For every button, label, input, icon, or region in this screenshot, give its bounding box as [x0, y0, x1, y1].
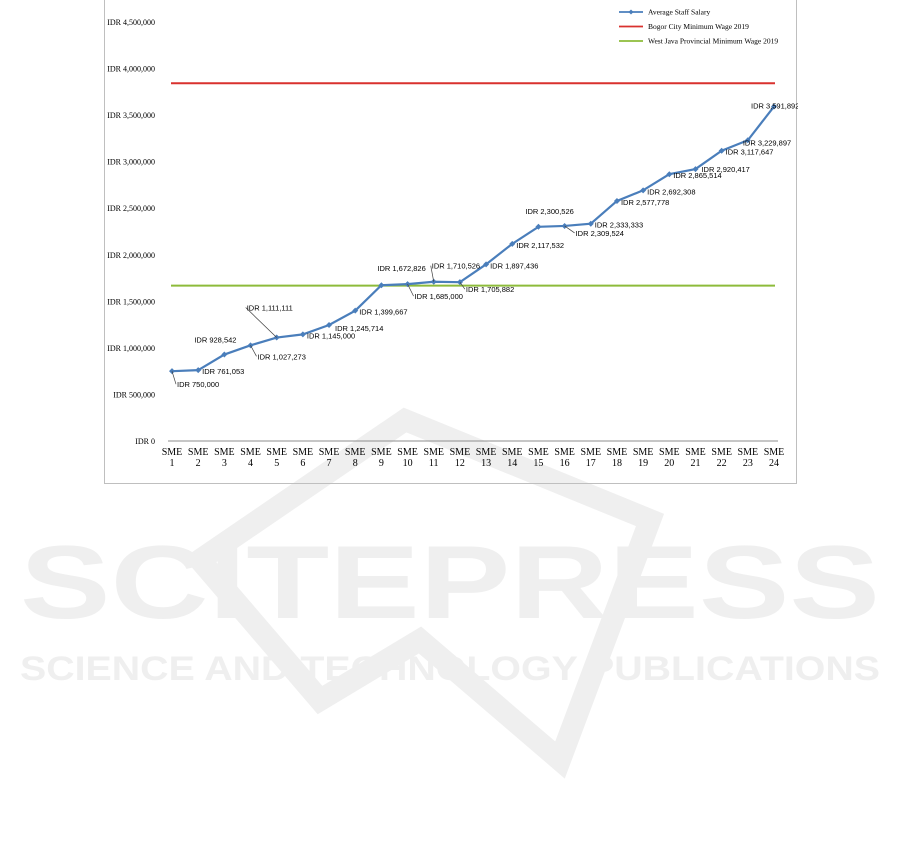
- watermark-logo-shape: [183, 407, 665, 779]
- data-label: IDR 2,309,524: [576, 229, 624, 238]
- data-point: [666, 171, 673, 178]
- x-tick-label: SME 6: [293, 447, 314, 469]
- data-point: [535, 223, 542, 230]
- data-label: IDR 1,672,826: [377, 264, 425, 273]
- data-point: [613, 197, 620, 204]
- data-point: [352, 307, 359, 314]
- data-label: IDR 2,692,308: [647, 187, 695, 196]
- data-label-leader-line: [564, 225, 575, 234]
- watermark-title: SCITEPRESS: [20, 525, 880, 641]
- data-label: IDR 1,705,882: [466, 285, 514, 294]
- x-tick-label: SME 17: [581, 447, 602, 469]
- data-label: IDR 2,117,532: [516, 241, 564, 250]
- data-label: IDR 3,117,647: [726, 148, 774, 157]
- x-tick-label: SME 9: [371, 447, 392, 469]
- data-label: IDR 2,865,514: [673, 171, 721, 180]
- y-tick-label: IDR 3,000,000: [107, 158, 155, 167]
- data-label: IDR 1,111,111: [247, 304, 293, 313]
- x-tick-label: SME 16: [554, 447, 575, 469]
- data-point: [692, 166, 699, 173]
- data-label: IDR 1,710,526: [432, 262, 480, 271]
- y-tick-label: IDR 2,000,000: [107, 251, 155, 260]
- chart-area: IDR 0 IDR 500,000 IDR 1,000,000 IDR 1,500,0…: [104, 0, 798, 484]
- x-tick-label: SME 12: [450, 447, 471, 469]
- y-tick-label: IDR 500,000: [113, 390, 155, 399]
- y-tick-label: IDR 0: [135, 437, 155, 446]
- y-tick-label: IDR 1,000,000: [107, 344, 155, 353]
- data-label: IDR 2,920,417: [701, 165, 749, 174]
- data-label-leader-line: [459, 281, 466, 290]
- x-tick-label: SME 19: [633, 447, 654, 469]
- data-point: [483, 261, 490, 268]
- x-tick-label: SME 13: [476, 447, 497, 469]
- y-tick-label: IDR 4,000,000: [107, 65, 155, 74]
- x-tick-label: SME 21: [685, 447, 706, 469]
- legend-entry: Average Staff Salary: [648, 8, 710, 17]
- x-tick-label: SME 24: [764, 447, 785, 469]
- x-tick-label: SME 5: [266, 447, 287, 469]
- data-label: IDR 1,145,000: [307, 331, 355, 340]
- data-label: IDR 2,300,526: [525, 207, 573, 216]
- data-label: IDR 928,542: [194, 336, 236, 345]
- x-tick-label: SME 23: [738, 447, 759, 469]
- data-label: IDR 2,333,333: [595, 221, 643, 230]
- x-tick-label: SME 22: [711, 447, 732, 469]
- line-chart: IDR 0 IDR 500,000 IDR 1,000,000 IDR 1,500,0…: [107, 8, 798, 470]
- data-point: [509, 240, 516, 247]
- data-point: [326, 322, 333, 329]
- data-label-leader-line: [171, 371, 177, 385]
- data-label: IDR 1,027,273: [258, 352, 306, 361]
- data-point: [221, 351, 228, 358]
- data-label: IDR 750,000: [177, 380, 219, 389]
- x-tick-label: SME 1: [162, 447, 183, 469]
- data-label-leader-line: [430, 265, 435, 282]
- x-tick-label: SME 11: [423, 447, 444, 469]
- data-point: [718, 147, 725, 154]
- x-tick-label: SME 2: [188, 447, 209, 469]
- data-point: [378, 282, 385, 289]
- data-label: IDR 761,053: [202, 367, 244, 376]
- data-label: IDR 2,577,778: [621, 198, 669, 207]
- legend-marker: [628, 9, 634, 15]
- data-label: IDR 1,399,667: [359, 308, 407, 317]
- data-point: [640, 187, 647, 194]
- average-salary-line: [171, 105, 775, 373]
- data-point: [195, 367, 202, 374]
- data-point: [587, 220, 594, 227]
- data-label: IDR 3,229,897: [743, 138, 791, 147]
- x-tick-label: SME 7: [319, 447, 340, 469]
- data-label-leader-line: [250, 345, 257, 357]
- data-label: IDR 3,591,892: [751, 102, 798, 111]
- x-tick-label: SME 10: [397, 447, 418, 469]
- data-label: IDR 1,685,000: [415, 292, 463, 301]
- legend-entry: West Java Provincial Minimum Wage 2019: [648, 37, 778, 46]
- data-point: [744, 137, 751, 144]
- data-point: [299, 331, 306, 338]
- x-tick-label: SME 15: [528, 447, 549, 469]
- x-tick-label: SME 20: [659, 447, 680, 469]
- y-tick-label: IDR 1,500,000: [107, 297, 155, 306]
- data-label-leader-line: [407, 283, 414, 297]
- x-tick-label: SME 14: [502, 447, 523, 469]
- data-point: [771, 103, 777, 110]
- data-label: IDR 1,245,714: [335, 324, 383, 333]
- data-label-leader-line: [245, 307, 277, 338]
- y-tick-label: IDR 3,500,000: [107, 111, 155, 120]
- y-tick-label: IDR 2,500,000: [107, 204, 155, 213]
- x-tick-label: SME 3: [214, 447, 235, 469]
- legend-entry: Bogor City Minimum Wage 2019: [648, 22, 749, 31]
- watermark-subtitle: SCIENCE AND TECHNOLOGY PUBLICATIONS: [20, 650, 880, 688]
- x-tick-label: SME 4: [240, 447, 261, 469]
- x-tick-label: SME 8: [345, 447, 366, 469]
- data-label: IDR 1,897,436: [490, 261, 538, 270]
- y-tick-label: IDR 4,500,000: [107, 18, 155, 27]
- x-tick-label: SME 18: [607, 447, 628, 469]
